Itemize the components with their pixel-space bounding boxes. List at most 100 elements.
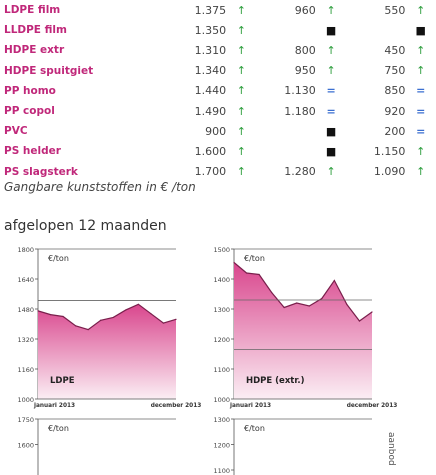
material-name: LLDPE film [4,24,67,37]
price-col-1: 900 [205,124,227,138]
table-row: LDPE film 1.375 ↑ 960 ↑ 550 ↑ [4,0,436,20]
arrow-up-icon: ↑ [326,64,336,78]
price-col-2: 960 [294,3,316,17]
price-col-1: 1.600 [194,144,227,158]
table-caption: Gangbare kunststoffen in € /ton [4,180,196,194]
table-row: PP homo 1.440 ↑ 1.130 = 850 = [4,81,436,101]
arrow-up-icon: ↑ [416,43,426,57]
x-start-label: januari 2013 [229,403,271,409]
y-tick-label: 1400 [213,276,230,284]
price-col-2: 1.180 [284,104,316,118]
arrow-up-icon: ↑ [236,165,246,179]
price-col-2: 1.280 [284,165,316,179]
series-label: HDPE (extr.) [246,376,305,386]
y-tick-label: 1750 [17,416,34,424]
data-point [75,325,77,327]
material-name: PP copol [4,105,55,118]
data-point [271,291,273,294]
table-row: HDPE spuitgiet 1.340 ↑ 950 ↑ 750 ↑ [4,61,436,81]
unit-label: €/ton [48,424,69,433]
price-col-2: 800 [294,43,316,57]
price-col-3: 920 [384,104,406,118]
series-area [234,262,372,399]
material-name: PVC [4,125,28,138]
data-point [333,279,335,282]
square-icon: ■ [415,23,426,37]
data-point [137,303,139,305]
y-tick-label: 1500 [213,246,230,254]
chart-bottom-right-svg: 1300 1200 1100 €/ton [213,416,372,475]
x-end-label: december 2013 [151,403,202,409]
price-col-1: 1.350 [194,23,227,37]
arrow-up-icon: ↑ [236,43,246,57]
price-col-3 [346,20,405,40]
y-tick-label: 1160 [17,366,34,374]
data-point [308,305,310,307]
data-point [49,314,52,316]
data-point [371,311,373,313]
price-col-2 [257,121,316,141]
price-col-2: 1.130 [284,84,316,98]
equal-icon: = [326,84,336,98]
arrow-up-icon: ↑ [416,165,426,179]
price-col-1: 1.340 [194,64,227,78]
arrow-up-icon: ↑ [326,165,336,179]
table-row: PS helder 1.600 ↑ ■ 1.150 ↑ [4,141,436,161]
price-col-3: 1.090 [373,165,406,179]
unit-label: €/ton [244,424,265,433]
data-point [321,297,323,300]
chart-bottom-right: 1300 1200 1100 €/ton [206,414,406,475]
price-col-2 [257,141,316,161]
arrow-up-icon: ↑ [236,64,246,78]
y-tick-label: 1600 [17,442,34,450]
arrow-up-icon: ↑ [416,64,426,78]
price-col-3: 200 [384,124,406,138]
price-col-3: 850 [384,84,406,98]
series-line [37,303,177,331]
y-tick-label: 1200 [213,442,230,450]
material-name: PS slagsterk [4,165,78,178]
table-row: HDPE extr 1.310 ↑ 800 ↑ 450 ↑ [4,40,436,60]
equal-icon: = [416,84,426,98]
data-point [87,329,89,331]
chart-bottom-left-svg: 1750 1600 €/ton [17,416,176,475]
price-col-3: 750 [384,64,406,78]
y-tick-label: 1800 [17,246,34,254]
price-table: LDPE film 1.375 ↑ 960 ↑ 550 ↑ LLDPE film 1.350 ↑ ■… [4,0,436,182]
price-col-3: 550 [384,3,406,17]
data-point [283,306,285,309]
data-point [346,303,348,306]
data-point [175,318,177,320]
unit-label: €/ton [244,254,265,263]
price-table-body: LDPE film 1.375 ↑ 960 ↑ 550 ↑ LLDPE film 1.350 ↑ ■… [4,0,436,182]
x-end-label: december 2013 [347,403,398,409]
price-col-2 [257,20,316,40]
data-point [62,315,64,318]
y-tick-label: 1640 [17,276,34,284]
y-tick-label: 1300 [213,416,230,424]
material-name: PP homo [4,84,56,97]
table-row: PVC 900 ↑ ■ 200 = [4,121,436,141]
data-point [112,316,114,319]
equal-icon: = [416,124,426,138]
arrow-up-icon: ↑ [236,144,246,158]
arrow-up-icon: ↑ [236,3,246,17]
table-row: PP copol 1.490 ↑ 1.180 = 920 = [4,101,436,121]
y-tick-label: 1000 [213,396,230,404]
y-tick-label: 1100 [213,467,230,475]
data-point [296,302,298,304]
chart-bottom-left: 1750 1600 €/ton [10,414,210,475]
x-start-label: januari 2013 [33,403,75,409]
y-tick-label: 1100 [213,366,230,374]
data-point [233,261,235,264]
section-title: afgelopen 12 maanden [4,218,167,234]
chart-ldpe-svg: 1800 1640 1480 1320 1160 1000 €/ton LDPE januari… [17,246,202,409]
data-point [125,309,127,311]
square-icon: ■ [325,144,337,158]
data-point [358,320,361,322]
chart-hdpe-extr-svg: 1500 1400 1300 1200 1100 1000 €/ton HDPE (extr.… [213,246,398,409]
price-col-2: 950 [294,64,316,78]
material-name: LDPE film [4,4,61,17]
price-col-1: 1.440 [194,84,227,98]
material-name: PS helder [4,145,61,158]
